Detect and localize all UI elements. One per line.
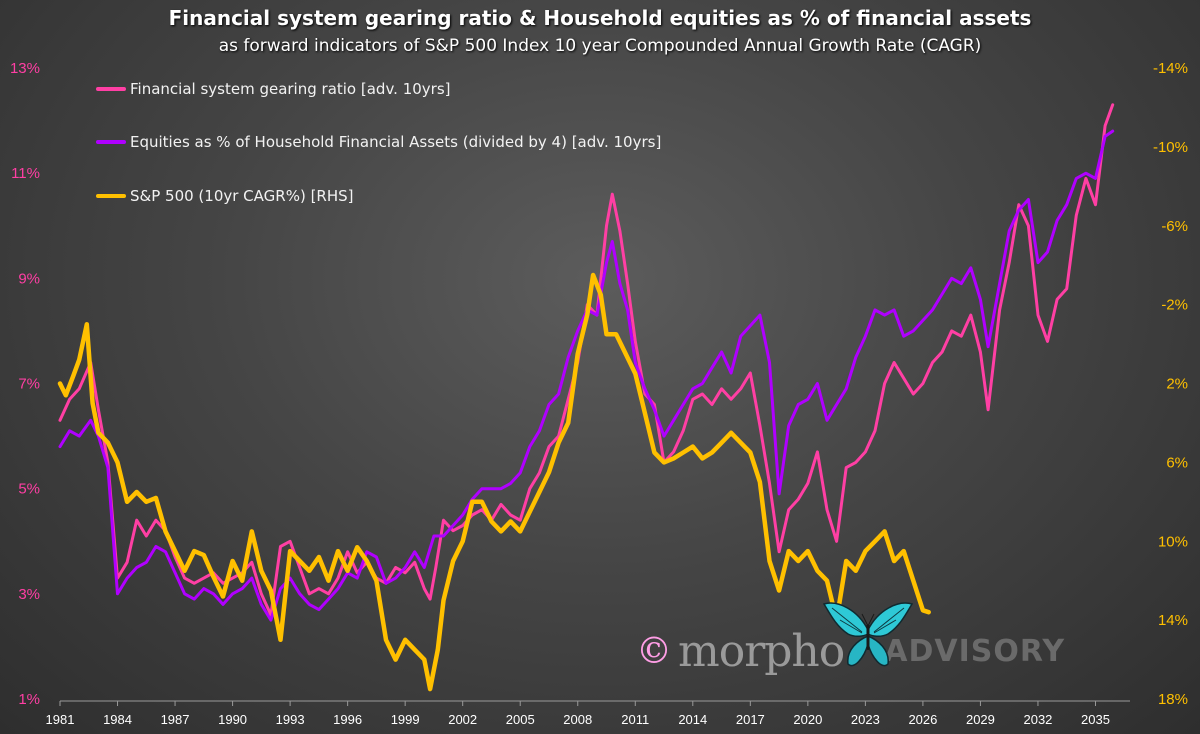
right-y-tick-label: 18% bbox=[1158, 691, 1188, 708]
left-y-tick-label: 11% bbox=[11, 165, 40, 182]
x-tick-label: 2002 bbox=[448, 712, 477, 727]
left-y-tick-label: 3% bbox=[18, 586, 40, 603]
legend-swatch-gearing bbox=[96, 87, 126, 91]
legend-item-gearing: Financial system gearing ratio [adv. 10y… bbox=[96, 80, 451, 98]
x-tick-label: 1999 bbox=[391, 712, 420, 727]
left-y-tick-label: 5% bbox=[18, 481, 40, 498]
butterfly-logo-icon bbox=[822, 602, 914, 667]
legend-label-gearing: Financial system gearing ratio [adv. 10y… bbox=[130, 80, 451, 98]
x-tick-label: 1987 bbox=[161, 712, 190, 727]
gearing-ratio-line bbox=[58, 103, 1115, 617]
sp500-cagr-line bbox=[57, 272, 931, 692]
x-tick-label: 2029 bbox=[966, 712, 995, 727]
right-y-tick-label: -10% bbox=[1153, 139, 1188, 156]
right-y-tick-label: -6% bbox=[1161, 218, 1188, 235]
watermark-suffix: ADVISORY bbox=[884, 633, 1066, 669]
x-tick-label: 1996 bbox=[333, 712, 362, 727]
right-y-tick-label: 6% bbox=[1166, 454, 1188, 471]
series-layer bbox=[57, 103, 1115, 692]
x-tick-label: 2035 bbox=[1081, 712, 1110, 727]
x-tick-label: 2032 bbox=[1023, 712, 1052, 727]
left-y-tick-label: 7% bbox=[18, 376, 40, 393]
watermark-copyright: © bbox=[636, 630, 672, 672]
legend-swatch-equities bbox=[96, 140, 126, 144]
right-y-tick-label: 2% bbox=[1166, 376, 1188, 393]
x-tick-label: 2020 bbox=[793, 712, 822, 727]
axis-layer bbox=[59, 700, 1130, 706]
legend-item-equities: Equities as % of Household Financial Ass… bbox=[96, 133, 661, 151]
legend-item-sp500: S&P 500 (10yr CAGR%) [RHS] bbox=[96, 187, 354, 205]
x-tick-label: 2014 bbox=[678, 712, 707, 727]
right-y-tick-label: -14% bbox=[1153, 60, 1188, 77]
x-tick-label: 1981 bbox=[46, 712, 75, 727]
x-tick-label: 2011 bbox=[621, 712, 649, 727]
legend-swatch-sp500 bbox=[96, 194, 126, 198]
x-tick-label: 2023 bbox=[851, 712, 880, 727]
tick-labels-layer: 1981 1984 1987 1990 1993 1996 1999 2002 2005 2008… bbox=[10, 60, 1188, 727]
x-tick-label: 2026 bbox=[908, 712, 937, 727]
x-tick-label: 1993 bbox=[276, 712, 305, 727]
x-tick-label: 2005 bbox=[506, 712, 535, 727]
left-y-tick-label: 1% bbox=[18, 691, 40, 708]
left-y-tick-label: 13% bbox=[10, 60, 40, 77]
left-y-tick-label: 9% bbox=[18, 270, 40, 287]
x-tick-label: 1984 bbox=[103, 712, 132, 727]
x-tick-label: 2017 bbox=[736, 712, 765, 727]
legend-label-sp500: S&P 500 (10yr CAGR%) [RHS] bbox=[130, 187, 354, 205]
right-y-tick-label: -2% bbox=[1161, 297, 1188, 314]
chart-title: Financial system gearing ratio & Househo… bbox=[168, 6, 1032, 30]
right-y-tick-label: 14% bbox=[1158, 612, 1188, 629]
watermark: © morpho ADVISORY bbox=[636, 625, 1066, 677]
chart-subtitle: as forward indicators of S&P 500 Index 1… bbox=[218, 36, 982, 56]
x-tick-label: 2008 bbox=[563, 712, 592, 727]
household-equities-line bbox=[58, 129, 1115, 622]
right-y-tick-label: 10% bbox=[1158, 533, 1188, 550]
x-tick-label: 1990 bbox=[218, 712, 247, 727]
legend-label-equities: Equities as % of Household Financial Ass… bbox=[130, 133, 662, 151]
watermark-brand: morpho bbox=[678, 625, 845, 677]
